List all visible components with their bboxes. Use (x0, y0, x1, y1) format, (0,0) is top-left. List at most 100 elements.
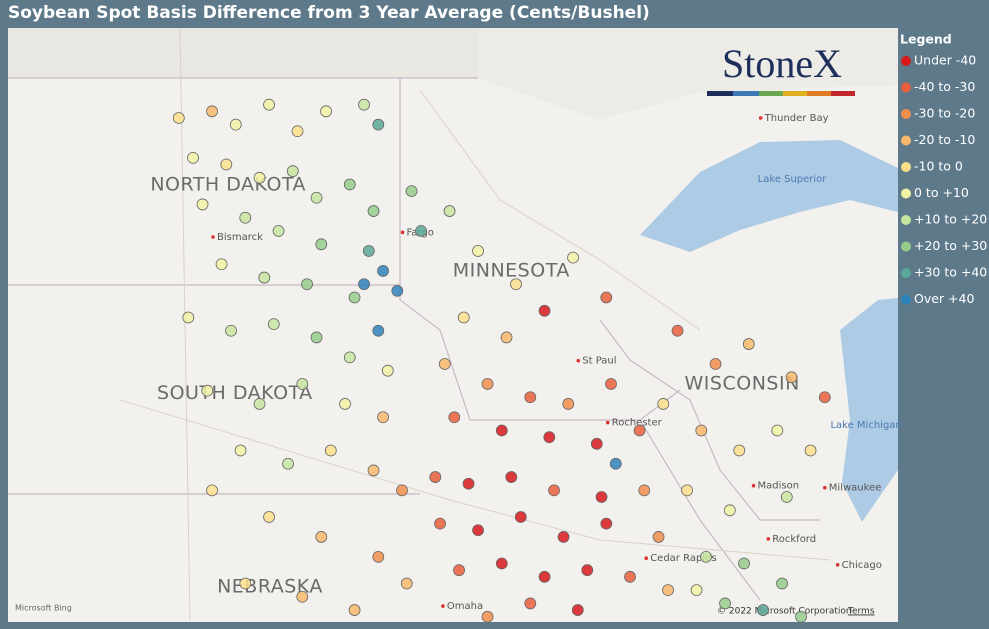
location-point (481, 610, 494, 623)
legend-swatch (901, 215, 911, 225)
city-label: Cedar Rapids (650, 553, 716, 564)
legend-swatch (901, 294, 911, 305)
location-point (253, 398, 266, 410)
canada-area (478, 28, 898, 120)
location-point (448, 411, 461, 424)
legend-label: Under -40 (914, 53, 976, 68)
location-point (315, 531, 328, 543)
location-point (372, 324, 385, 337)
city-dot (751, 483, 756, 488)
location-point (785, 371, 798, 384)
location-point (609, 457, 622, 470)
canada-area (8, 28, 478, 78)
location-point (286, 165, 299, 178)
location-point (400, 577, 413, 590)
location-point (652, 531, 665, 543)
logo-bar (733, 91, 759, 96)
location-point (372, 550, 385, 563)
city-label: Thunder Bay (764, 113, 829, 124)
location-point (567, 251, 579, 264)
location-point (310, 331, 323, 344)
location-point (358, 98, 370, 111)
city-dot (766, 537, 771, 541)
location-point (633, 424, 646, 437)
location-point (557, 531, 570, 543)
location-point (258, 271, 271, 284)
location-point (296, 590, 309, 603)
lake-michigan (840, 298, 898, 522)
location-point (443, 205, 456, 217)
city-label: St Paul (582, 356, 616, 367)
legend-swatch (901, 188, 911, 199)
map-background (8, 28, 898, 622)
location-point (776, 577, 788, 590)
location-point (172, 112, 185, 124)
location-point (215, 258, 228, 271)
location-point (239, 577, 252, 590)
location-point (733, 444, 746, 457)
legend-label: -20 to -10 (914, 132, 975, 147)
legend-title: Legend (900, 32, 952, 47)
location-point (481, 378, 494, 390)
logo-bar (759, 91, 783, 96)
location-point (372, 118, 385, 131)
legend-swatch (901, 241, 911, 252)
location-point (624, 570, 636, 583)
state-label: MINNESOTA (453, 259, 570, 281)
map-labels: NORTH DAKOTA SOUTH DAKOTA MINNESOTA WISCONS… (150, 113, 901, 612)
logo-bar (831, 91, 855, 96)
location-point (524, 391, 537, 404)
location-point (396, 484, 408, 497)
location-point (818, 391, 831, 404)
location-point (738, 557, 750, 570)
legend: Under -40 -40 to -30 -30 to -20 -20 to -10 -… (901, 53, 987, 306)
legend-swatch (901, 268, 911, 278)
location-point (719, 597, 731, 610)
location-point (239, 211, 252, 224)
location-point (638, 484, 651, 497)
location-point (742, 338, 755, 350)
legend-label: -40 to -30 (914, 79, 975, 94)
city-dot (823, 485, 827, 490)
location-point (229, 118, 242, 131)
location-point (510, 278, 522, 291)
location-point (472, 245, 484, 257)
location-point (690, 584, 703, 597)
logo-bar (807, 91, 831, 96)
city-label: Bismarck (217, 232, 263, 243)
location-point (348, 604, 361, 616)
city-label: Rockford (772, 534, 816, 545)
location-point (367, 464, 380, 477)
city-label: Milwaukee (829, 483, 882, 494)
location-point (391, 284, 404, 297)
location-point (234, 444, 247, 457)
location-point (600, 291, 613, 304)
city-dot (400, 230, 405, 235)
location-point (296, 378, 309, 390)
location-point (695, 424, 708, 437)
location-point (700, 550, 712, 563)
state-label: SOUTH DAKOTA (157, 382, 313, 404)
legend-label: +30 to +40 (914, 265, 987, 280)
copyright: © 2022 Microsoft Corporation (717, 607, 852, 617)
location-point (282, 457, 294, 470)
location-point (757, 604, 769, 616)
location-point (500, 331, 513, 344)
location-point (581, 564, 594, 577)
location-point (538, 570, 551, 583)
location-point (495, 557, 508, 570)
location-point (590, 437, 603, 450)
location-point (381, 364, 394, 377)
location-point (462, 477, 475, 490)
location-point (514, 511, 527, 523)
logo-bar (783, 91, 807, 96)
location-point (343, 351, 356, 364)
legend-label: Over +40 (914, 291, 974, 306)
location-point (339, 398, 351, 410)
city-dot (605, 420, 610, 425)
location-point (182, 311, 195, 324)
legend-label: 0 to +10 (914, 185, 969, 200)
location-point (301, 278, 313, 291)
terms-link[interactable]: Terms (847, 607, 875, 617)
location-point (562, 398, 575, 410)
